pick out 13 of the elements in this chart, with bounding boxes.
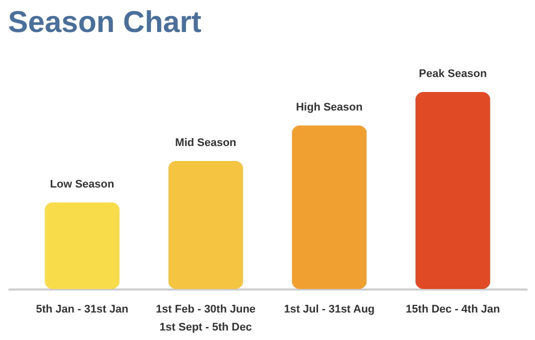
x-tick-label: 1st Feb - 30th June 1st Sept - 5th Dec [156,304,256,334]
x-tick-label: 1st Jul - 31st Aug [284,304,375,316]
x-tick-label: 5th Jan - 31st Jan [36,304,129,316]
chart-title: Season Chart [8,6,202,39]
annotation: High Season [296,101,363,114]
annotation: Peak Season [418,68,488,80]
bar [168,160,244,289]
annotation: Mid Season [175,136,237,149]
bar [44,202,120,289]
bar [292,125,367,289]
annotation: Low Season [50,178,115,190]
x-tick-label: 15th Dec - 4th Jan [406,304,500,316]
bar [415,92,490,289]
